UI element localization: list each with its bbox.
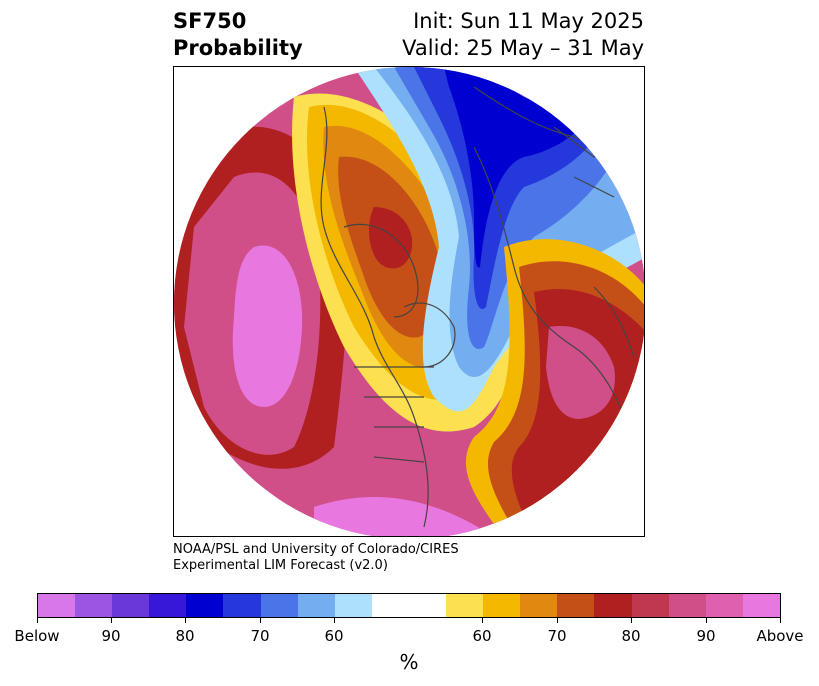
colorbar-tick-label: 80 — [175, 627, 195, 645]
colorbar-segment — [594, 594, 632, 617]
colorbar-segment — [260, 594, 298, 617]
colorbar-segment — [557, 594, 595, 617]
colorbar-tick-label: Below — [14, 627, 60, 645]
region-atlantic-90 — [546, 326, 615, 419]
colorbar-tick-label: 70 — [547, 627, 567, 645]
colorbar-tick — [260, 618, 261, 623]
colorbar-segment — [149, 594, 187, 617]
colorbar-tick — [780, 618, 781, 623]
colorbar-tick-label: 60 — [472, 627, 492, 645]
border-lines-na — [354, 366, 434, 463]
colorbar-tick-label: 70 — [250, 627, 270, 645]
colorbar-segment — [75, 594, 113, 617]
colorbar-segment — [371, 594, 409, 617]
map-disc — [174, 67, 644, 536]
colorbar-tick-label: 80 — [621, 627, 641, 645]
colorbar — [37, 593, 781, 618]
colorbar-tick-label: Above — [756, 627, 804, 645]
coastlines — [320, 86, 644, 528]
colorbar-segment — [631, 594, 669, 617]
colorbar-segment — [446, 594, 484, 617]
colorbar-unit: % — [399, 650, 419, 674]
colorbar-tick — [706, 618, 707, 623]
colorbar-segment — [38, 594, 76, 617]
valid-dates: Valid: 25 May – 31 May — [402, 36, 644, 60]
colorbar-tick-label: 90 — [101, 627, 121, 645]
colorbar-segment — [742, 594, 780, 617]
colorbar-tick — [482, 618, 483, 623]
probability-map — [174, 67, 644, 536]
colorbar-segment — [223, 594, 261, 617]
chart-title: SF750 Probability — [173, 8, 303, 62]
variable-name: SF750 — [173, 9, 247, 33]
map-panel — [173, 66, 645, 537]
colorbar-segment — [297, 594, 335, 617]
colorbar-tick-label: 60 — [324, 627, 344, 645]
colorbar-tick — [111, 618, 112, 623]
colorbar-segment — [520, 594, 558, 617]
colorbar-tick — [557, 618, 558, 623]
coastline-eurasia — [473, 146, 635, 448]
colorbar-tick — [631, 618, 632, 623]
credit-text: NOAA/PSL and University of Colorado/CIRE… — [173, 542, 459, 574]
region-na-80 — [368, 207, 413, 269]
product-name: Probability — [173, 36, 303, 60]
colorbar-tick — [37, 618, 38, 623]
colorbar-tick — [185, 618, 186, 623]
coastline-hudson-bay — [343, 223, 419, 318]
colorbar-segment — [112, 594, 150, 617]
region-pacific-above — [232, 245, 303, 407]
colorbar-tick-label: 90 — [696, 627, 716, 645]
colorbar-segment — [668, 594, 706, 617]
colorbar-segment — [705, 594, 743, 617]
colorbar-segment — [408, 594, 447, 617]
init-date: Init: Sun 11 May 2025 — [413, 9, 644, 33]
colorbar-segment — [334, 594, 372, 617]
colorbar-segment — [186, 594, 224, 617]
colorbar-segment — [483, 594, 521, 617]
coastline-greenland — [403, 302, 456, 368]
forecast-dates: Init: Sun 11 May 2025 Valid: 25 May – 31… — [402, 8, 644, 62]
coastline-north-america — [320, 106, 429, 528]
credit-line-2: Experimental LIM Forecast (v2.0) — [173, 558, 388, 573]
credit-line-1: NOAA/PSL and University of Colorado/CIRE… — [173, 542, 459, 557]
coastline-europe — [593, 286, 635, 358]
colorbar-tick — [334, 618, 335, 623]
region-south-above — [314, 497, 494, 536]
